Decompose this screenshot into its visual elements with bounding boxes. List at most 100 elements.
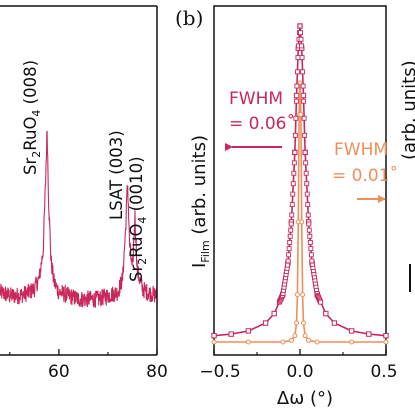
data-point [287, 233, 293, 239]
data-point [298, 36, 304, 42]
data-point [291, 170, 297, 176]
data-point [366, 331, 372, 337]
fwhm-sub-line2: = 0.01˚ [332, 165, 398, 186]
data-point [304, 181, 310, 187]
fwhm-film-line1: FWHM [229, 89, 283, 109]
data-point [294, 83, 300, 89]
panel-b-xlabel: Δω (°) [277, 388, 333, 409]
data-point [309, 258, 315, 264]
data-point [301, 115, 307, 121]
data-point [306, 221, 312, 227]
data-point [299, 43, 304, 49]
data-point [288, 221, 294, 227]
data-point [292, 149, 298, 155]
panel-b-label: (b) [175, 6, 203, 30]
data-point [292, 132, 298, 138]
data-point [305, 202, 311, 207]
fwhm-annotation-film: FWHM = 0.06˚ [225, 89, 295, 151]
panel-b-tick-label: −0.5 [199, 362, 240, 382]
data-point [302, 149, 308, 155]
data-point [287, 240, 293, 245]
data-point [295, 55, 301, 61]
panel-b-tick-label: 0.5 [370, 362, 397, 382]
data-point [300, 69, 306, 75]
xrd-trace [0, 130, 158, 308]
data-point [285, 262, 291, 268]
panel-b-ylabel-left: IFilm (arb. units) [189, 135, 212, 268]
data-point [299, 219, 305, 225]
data-point [211, 332, 217, 339]
data-point [289, 212, 295, 218]
data-point [300, 292, 306, 298]
panel-b-tick-label: 0.0 [286, 362, 313, 382]
data-point [307, 233, 313, 239]
panel-a-tick-label: 80 [146, 362, 168, 382]
data-point [303, 160, 309, 166]
data-point [293, 115, 299, 121]
data-point [305, 212, 311, 218]
data-point [314, 339, 320, 345]
data-point [304, 191, 310, 197]
data-point [383, 339, 389, 345]
data-point [294, 69, 300, 75]
data-point [331, 320, 338, 326]
data-point [323, 310, 329, 317]
panel-a-x-ticks: 60 80 [9, 349, 168, 382]
data-point [288, 337, 294, 343]
data-point [286, 246, 292, 252]
panel-b: (b) −0.5 0.0 0.5 IFilm (arb. units) (arb. … [175, 5, 415, 409]
data-point [293, 98, 299, 104]
data-point [301, 98, 307, 104]
data-point [299, 55, 305, 61]
data-point [307, 240, 313, 245]
data-point [292, 333, 298, 339]
panel-a: 60 80 Sr2RuO4 (008) LSAT (003)Sr2RuO4 (001… [0, 5, 168, 382]
data-point [290, 181, 296, 187]
data-point [228, 331, 234, 337]
data-point [306, 227, 312, 233]
data-point [286, 252, 292, 258]
data-point [288, 227, 294, 233]
data-point [294, 320, 300, 326]
data-point [383, 332, 389, 339]
fwhm-sub-line1: FWHM [334, 140, 388, 160]
data-point [349, 339, 355, 345]
data-point [293, 92, 300, 99]
data-point [318, 299, 324, 305]
data-point [298, 30, 303, 36]
panel-a-peak-labels: Sr2RuO4 (008) LSAT (003)Sr2RuO4 (0010) [21, 60, 149, 282]
data-point [300, 92, 307, 99]
data-point [289, 202, 295, 207]
panel-b-x-ticks: −0.5 0.0 0.5 [199, 349, 398, 382]
data-point [302, 132, 308, 138]
data-point [302, 333, 308, 339]
data-point [298, 111, 304, 117]
data-point [308, 252, 314, 258]
data-point [290, 191, 296, 197]
data-point [300, 320, 306, 326]
fwhm-film-line2: = 0.06˚ [229, 113, 295, 134]
data-point [291, 160, 297, 166]
data-point [303, 170, 309, 176]
peak-label: Sr2RuO4 (008) [21, 60, 43, 175]
panel-b-ylabel-right: (arb. units) [399, 60, 415, 160]
data-point [294, 292, 300, 298]
data-point [245, 328, 252, 334]
peak-label: Sr2RuO4 (0010) [127, 156, 149, 282]
data-point [348, 328, 355, 334]
data-point [211, 339, 217, 345]
data-point [308, 246, 314, 252]
data-point [262, 320, 269, 326]
data-point [300, 83, 306, 89]
data-point [245, 339, 251, 345]
data-point [306, 337, 312, 343]
data-point [271, 310, 277, 317]
data-point [297, 23, 303, 29]
panel-b-data [211, 23, 389, 345]
data-point [280, 339, 286, 345]
data-point [285, 258, 291, 264]
fwhm-annotation-substrate: FWHM = 0.01˚ [332, 140, 398, 203]
panel-a-tick-label: 60 [48, 362, 70, 382]
panel-a-data [0, 130, 158, 308]
